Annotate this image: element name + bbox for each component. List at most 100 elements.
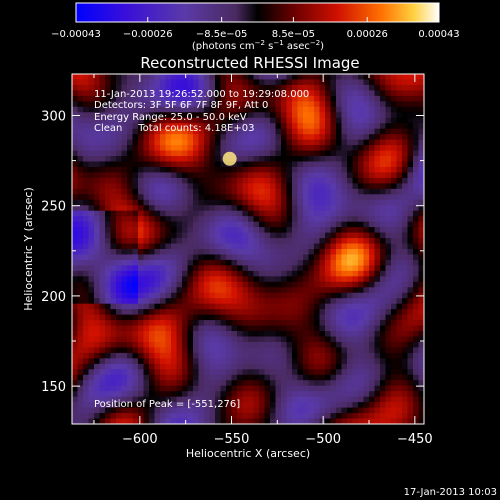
heatmap-cell <box>198 161 205 168</box>
heatmap-cell <box>187 325 194 332</box>
heatmap-cell <box>116 298 123 305</box>
heatmap-cell <box>72 221 79 228</box>
heatmap-cell <box>94 298 101 305</box>
heatmap-cell <box>341 112 348 119</box>
heatmap-cell <box>402 391 409 398</box>
heatmap-cell <box>171 84 178 92</box>
heatmap-cell <box>303 112 310 119</box>
heatmap-cell <box>182 325 189 332</box>
heatmap-cell <box>352 325 359 332</box>
heatmap-cell <box>407 309 414 316</box>
heatmap-cell <box>220 336 227 343</box>
heatmap-cell <box>220 391 227 398</box>
heatmap-cell <box>374 139 381 146</box>
heatmap-cell <box>132 325 139 332</box>
heatmap-cell <box>407 380 414 387</box>
heatmap-cell <box>407 183 414 190</box>
heatmap-cell <box>374 287 381 294</box>
heatmap-cell <box>264 396 271 403</box>
heatmap-cell <box>248 298 255 305</box>
heatmap-cell <box>72 172 79 179</box>
heatmap-cell <box>132 402 139 409</box>
heatmap-cell <box>418 221 424 228</box>
heatmap-cell <box>215 84 222 92</box>
heatmap-cell <box>149 347 156 354</box>
heatmap-cell <box>176 347 183 354</box>
heatmap-cell <box>336 418 343 424</box>
heatmap-cell <box>391 74 398 81</box>
heatmap-cell <box>418 374 424 381</box>
heatmap-cell <box>193 314 200 321</box>
heatmap-cell <box>143 281 150 288</box>
heatmap-cell <box>154 74 161 81</box>
heatmap-cell <box>198 123 205 130</box>
heatmap-cell <box>380 156 387 163</box>
heatmap-cell <box>149 101 156 108</box>
heatmap-cell <box>402 205 409 212</box>
heatmap-cell <box>286 210 293 217</box>
heatmap-cell <box>193 139 200 146</box>
heatmap-cell <box>413 276 420 283</box>
heatmap-cell <box>380 123 387 130</box>
heatmap-cell <box>396 259 403 267</box>
heatmap-cell <box>363 216 370 223</box>
heatmap-cell <box>209 249 216 256</box>
heatmap-cell <box>193 106 200 113</box>
heatmap-cell <box>193 243 200 250</box>
heatmap-cell <box>127 166 134 174</box>
heatmap-cell <box>248 145 255 152</box>
heatmap-cell <box>215 249 222 256</box>
heatmap-cell <box>121 227 128 234</box>
heatmap-cell <box>286 177 293 184</box>
heatmap-cell <box>341 216 348 223</box>
heatmap-cell <box>418 117 424 124</box>
heatmap-cell <box>341 183 348 190</box>
heatmap-cell <box>385 320 392 327</box>
heatmap-cell <box>352 270 359 277</box>
heatmap-cell <box>308 363 315 370</box>
heatmap-cell <box>358 298 365 305</box>
heatmap-cell <box>198 156 205 163</box>
heatmap-cell <box>83 177 90 184</box>
heatmap-cell <box>336 74 343 81</box>
heatmap-cell <box>253 74 260 81</box>
heatmap-cell <box>231 194 238 201</box>
heatmap-cell <box>391 210 398 217</box>
heatmap-cell <box>220 413 227 420</box>
heatmap-cell <box>286 74 293 81</box>
heatmap-cell <box>281 352 288 359</box>
heatmap-cell <box>363 325 370 332</box>
heatmap-cell <box>94 101 101 108</box>
heatmap-cell <box>83 287 90 294</box>
heatmap-cell <box>121 249 128 256</box>
heatmap-cell <box>358 320 365 327</box>
heatmap-cell <box>391 270 398 277</box>
heatmap-cell <box>402 314 409 321</box>
heatmap-cell <box>99 238 106 245</box>
heatmap-cell <box>127 188 134 195</box>
heatmap-cell <box>259 74 266 81</box>
heatmap-cell <box>407 325 414 332</box>
heatmap-cell <box>99 363 106 370</box>
heatmap-cell <box>308 221 315 228</box>
heatmap-cell <box>391 194 398 201</box>
heatmap-cell <box>88 227 95 234</box>
heatmap-cell <box>215 287 222 294</box>
heatmap-cell <box>341 79 348 86</box>
heatmap-cell <box>143 380 150 387</box>
heatmap-cell <box>319 331 326 338</box>
heatmap-cell <box>308 166 315 174</box>
heatmap-cell <box>314 90 321 97</box>
heatmap-cell <box>132 341 139 349</box>
heatmap-cell <box>270 210 277 217</box>
heatmap-cell <box>237 183 244 190</box>
heatmap-cell <box>336 374 343 381</box>
heatmap-cell <box>347 205 354 212</box>
heatmap-cell <box>204 325 211 332</box>
heatmap-cell <box>347 84 354 92</box>
heatmap-cell <box>226 95 233 102</box>
heatmap-cell <box>127 309 134 316</box>
heatmap-cell <box>303 84 310 92</box>
heatmap-cell <box>127 79 134 86</box>
heatmap-cell <box>110 172 117 179</box>
